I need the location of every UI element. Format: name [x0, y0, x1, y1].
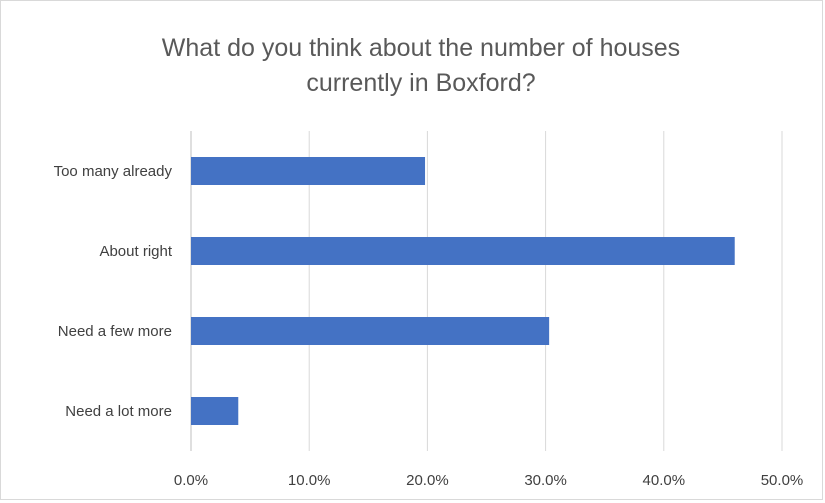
bar — [191, 237, 735, 265]
x-tick-label: 40.0% — [643, 472, 686, 489]
category-label: Need a lot more — [65, 403, 172, 420]
x-tick-label: 30.0% — [524, 472, 567, 489]
x-tick-label: 0.0% — [174, 472, 208, 489]
chart-title-line-2: currently in Boxford? — [306, 69, 535, 97]
x-tick-label: 20.0% — [406, 472, 449, 489]
x-tick-label: 50.0% — [761, 472, 804, 489]
chart-title-line-1: What do you think about the number of ho… — [162, 34, 680, 62]
category-label: Need a few more — [58, 323, 172, 340]
x-tick-label: 10.0% — [288, 472, 331, 489]
bar — [191, 157, 426, 185]
bar — [191, 397, 239, 425]
x-tick-labels: 0.0% 10.0% 20.0% 30.0% 40.0% 50.0% — [174, 472, 803, 489]
chart-title: What do you think about the number of ho… — [162, 34, 680, 97]
category-label: Too many already — [54, 163, 173, 180]
category-labels: Too many already About right Need a few mo… — [54, 163, 173, 420]
category-label: About right — [99, 243, 172, 260]
bars — [191, 157, 735, 425]
bar — [191, 317, 550, 345]
